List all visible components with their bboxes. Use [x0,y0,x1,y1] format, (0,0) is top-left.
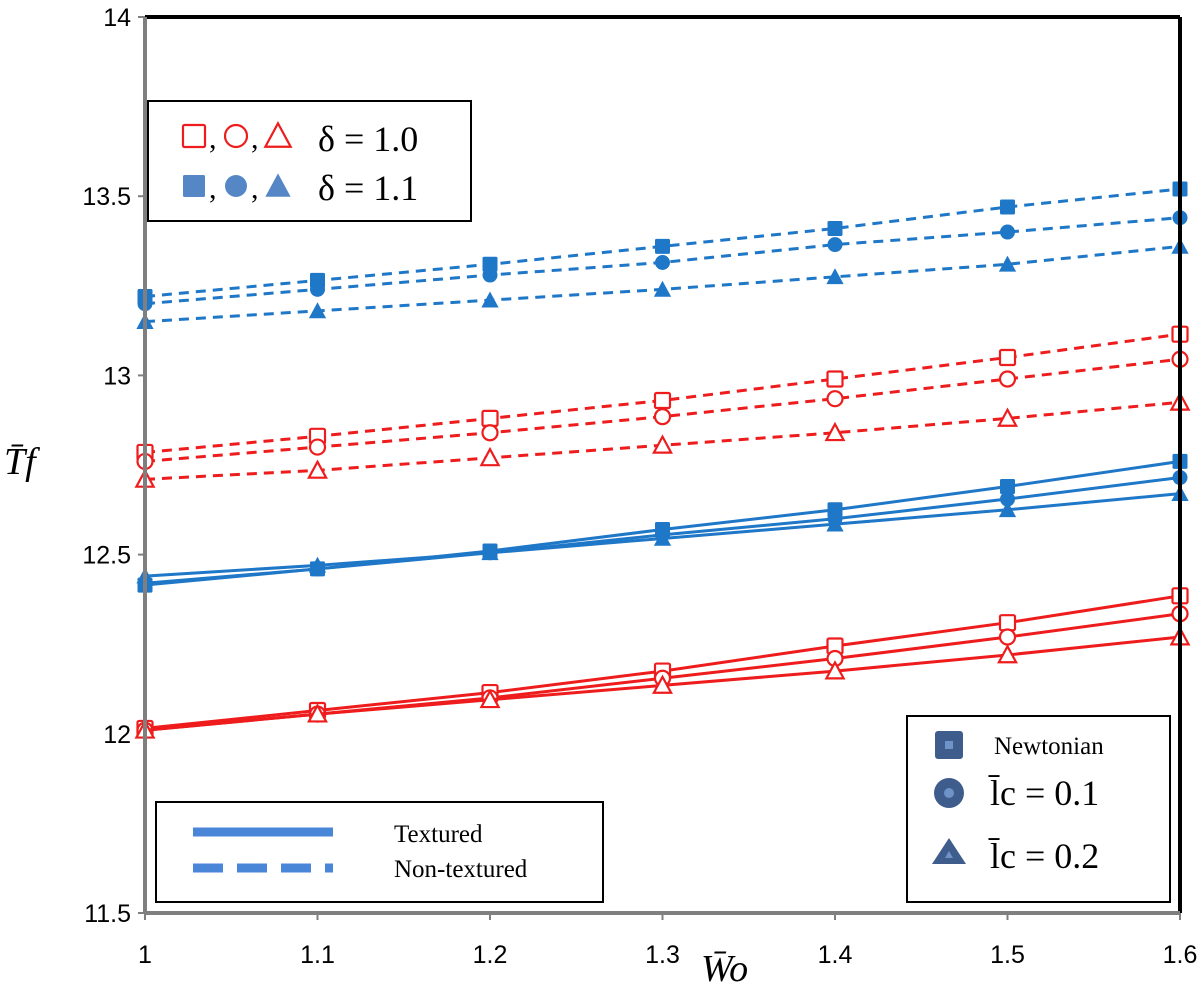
delta-legend-circle-marker [223,123,249,149]
y-tick-label: 11.5 [84,900,131,928]
delta-legend: ,,,, δ = 1.0 δ = 1.1 [147,100,472,222]
data-point [827,237,843,253]
data-point [481,291,499,308]
y-tick-label: 13.5 [82,183,131,211]
data-point [308,438,327,456]
data-point [653,391,672,410]
data-point [308,302,327,319]
series-lc02-delta11-textured [136,485,1189,584]
newtonian-marker-icon [935,731,963,759]
data-point [1000,491,1015,507]
data-point [307,459,328,479]
delta-legend-circle-marker [225,175,247,197]
y-tick-label: 14 [103,4,131,32]
series-lc01-delta1-nontextured [136,350,1189,471]
data-point [826,268,844,285]
lc02-label: l̄c = 0.2 [988,836,1099,876]
data-point [310,281,325,297]
delta-legend-label-2: δ = 1.1 [318,168,418,208]
delta-legend-triangle-marker [265,173,291,197]
delta-legend-box [147,100,472,222]
data-point [998,501,1017,518]
linestyle-legend-box [155,801,604,903]
tick-labels: 11.5 12 12.5 13 13.5 14 1 1.1 1.2 1.3 1.4 1.5 1.6 [82,4,1197,969]
data-point [307,703,328,723]
x-tick-label: 1.1 [300,941,335,969]
x-axis-label: W̄o [701,948,748,990]
x-tick-label: 1.6 [1163,941,1198,969]
series-newtonian-delta1-textured [136,587,1189,738]
textured-label: Textured [394,821,483,848]
data-point [653,408,672,426]
data-point [655,238,670,254]
x-tick-label: 1.5 [990,941,1025,969]
lc01-marker-icon [934,778,964,808]
y-axis-label: T̄f [4,441,40,483]
y-tick-label: 13 [103,362,131,390]
data-point [998,255,1017,272]
data-point [827,220,843,236]
delta-legend-comma: , [209,122,217,155]
non-textured-label: Non-textured [394,856,528,883]
y-tick-label: 12 [103,721,131,749]
series-lc02-delta11-nontextured [136,237,1189,329]
series-newtonian-delta11-nontextured [137,181,1188,305]
delta-legend-comma: , [251,122,259,155]
data-point [655,255,670,271]
data-point [998,370,1017,388]
series-lc02-delta1-textured [134,626,1191,739]
data-point [997,644,1018,664]
data-point [481,409,499,428]
data-point [479,446,501,467]
data-point [481,424,499,442]
data-point [1000,479,1015,495]
data-point [998,348,1017,367]
data-point [479,688,501,709]
lc02-marker-icon [932,838,966,864]
data-point [826,370,844,388]
data-point [1000,224,1015,240]
model-legend: Newtonian l̄c = 0.1 l̄c = 0.2 [906,715,1171,903]
delta-legend-comma: , [209,172,217,205]
data-point [998,628,1017,646]
data-point [824,660,846,680]
model-legend-box [906,715,1171,903]
x-tick-label: 1.3 [645,941,680,969]
data-point [482,267,498,283]
y-tick-label: 12.5 [82,542,131,570]
x-tick-label: 1.2 [473,941,508,969]
delta-legend-square-marker [183,175,205,197]
data-point [997,407,1018,427]
delta-legend-label-1: δ = 1.0 [318,119,418,159]
data-point [653,529,672,546]
data-point [652,434,673,454]
delta-legend-square-marker [181,123,207,149]
data-point [1000,199,1015,215]
data-point [653,280,672,297]
delta-legend-comma: , [251,172,259,205]
data-point [826,390,844,408]
newtonian-label: Newtonian [994,733,1104,760]
data-point [482,256,498,272]
delta-legend-triangle-marker [263,121,293,148]
series-line [144,594,1181,730]
data-point [652,674,673,694]
x-tick-label: 1.4 [818,941,853,969]
delta-legend-markers: ,,,, [181,121,293,205]
data-point [308,556,327,573]
lc01-label: l̄c = 0.1 [988,773,1099,813]
x-tick-label: 1 [138,941,152,969]
data-point [824,421,846,442]
plot-frame [143,15,1182,915]
series-layer [134,181,1191,739]
data-point [481,544,499,561]
linestyle-legend: Textured Non-textured [155,801,604,903]
data-point [826,515,844,532]
data-point [998,614,1017,632]
